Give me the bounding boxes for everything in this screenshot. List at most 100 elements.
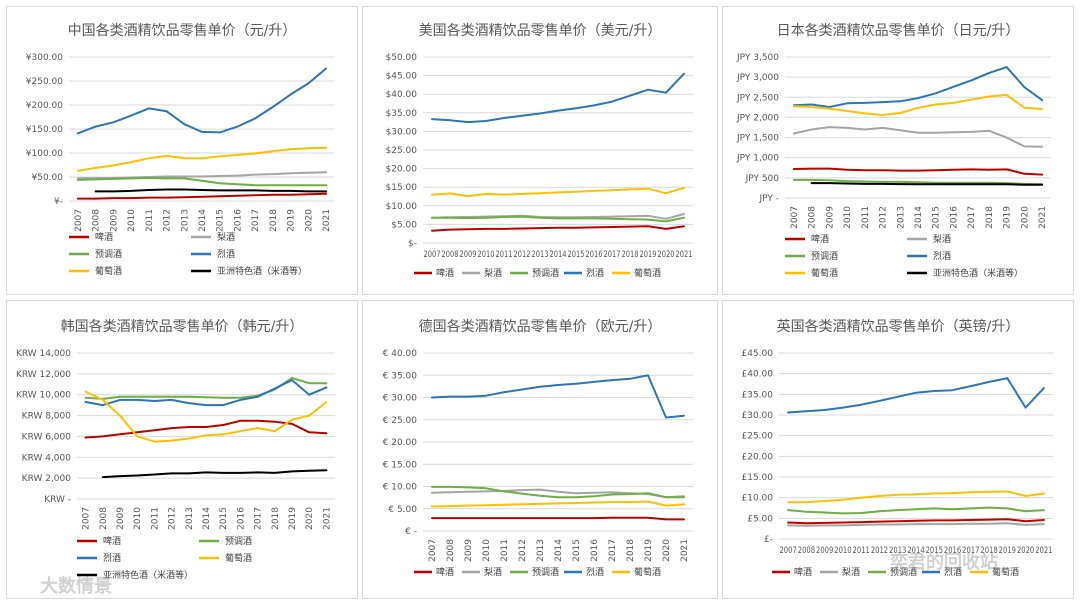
- data-point: [1043, 509, 1045, 511]
- data-point: [539, 112, 541, 114]
- x-tick-label: 2015: [926, 546, 943, 556]
- data-point: [485, 490, 487, 492]
- y-tick-label: £25.00: [742, 432, 774, 442]
- x-tick-label: 2015: [932, 206, 942, 229]
- data-point: [467, 486, 469, 488]
- data-point: [539, 217, 541, 219]
- data-point: [881, 183, 883, 185]
- data-point: [239, 399, 241, 401]
- x-tick-label: 2014: [914, 206, 924, 229]
- x-tick-label: 2018: [626, 539, 636, 562]
- data-point: [274, 472, 276, 474]
- data-point: [787, 501, 789, 503]
- series-line: [810, 182, 1044, 186]
- data-point: [431, 193, 433, 195]
- series-line: [431, 374, 685, 419]
- data-point: [325, 184, 327, 186]
- data-point: [521, 503, 523, 505]
- legend-label: 预调酒: [532, 567, 559, 578]
- data-point: [897, 396, 899, 398]
- data-point: [431, 230, 433, 232]
- data-point: [308, 414, 310, 416]
- y-tick-label: KRW -: [44, 495, 71, 505]
- data-point: [222, 433, 224, 435]
- data-point: [290, 148, 292, 150]
- data-point: [84, 397, 86, 399]
- data-point: [665, 228, 667, 230]
- y-tick-label: JPY 1,000: [736, 154, 779, 164]
- legend-label: 梨酒: [933, 233, 951, 245]
- data-point: [449, 486, 451, 488]
- data-point: [77, 179, 79, 181]
- data-point: [503, 216, 505, 218]
- data-point: [291, 470, 293, 472]
- y-tick-label: £15.00: [742, 473, 774, 483]
- data-point: [521, 115, 523, 117]
- y-tick-label: £-: [764, 535, 773, 545]
- data-point: [683, 415, 685, 417]
- x-tick-label: 2020: [1020, 206, 1030, 229]
- data-point: [170, 439, 172, 441]
- x-tick-label: 2008: [808, 206, 818, 229]
- x-tick-label: 2016: [944, 546, 962, 556]
- data-point: [593, 226, 595, 228]
- data-point: [1041, 99, 1043, 101]
- data-point: [915, 508, 917, 510]
- data-point: [183, 123, 185, 125]
- data-point: [665, 92, 667, 94]
- data-point: [805, 501, 807, 503]
- data-point: [449, 517, 451, 519]
- data-point: [290, 190, 292, 192]
- data-point: [897, 494, 899, 496]
- data-point: [521, 489, 523, 491]
- data-point: [254, 152, 256, 154]
- data-point: [274, 430, 276, 432]
- data-point: [188, 396, 190, 398]
- data-point: [272, 190, 274, 192]
- y-tick-label: $35.00: [386, 109, 418, 119]
- data-point: [449, 228, 451, 230]
- y-tick-label: € 10.00: [383, 483, 418, 493]
- data-point: [575, 517, 577, 519]
- data-point: [239, 430, 241, 432]
- data-point: [539, 488, 541, 490]
- legend-label: 亚洲特色酒（米酒等）: [933, 267, 1023, 279]
- data-point: [201, 180, 203, 182]
- x-tick-label: 2010: [834, 546, 852, 556]
- series-line: [787, 377, 1045, 414]
- data-point: [77, 170, 79, 172]
- data-point: [988, 491, 990, 493]
- data-point: [539, 192, 541, 194]
- data-point: [94, 125, 96, 127]
- data-point: [84, 390, 86, 392]
- data-point: [881, 114, 883, 116]
- data-point: [183, 188, 185, 190]
- data-point: [183, 196, 185, 198]
- y-tick-label: € 25.00: [383, 416, 418, 426]
- x-tick-label: 2021: [680, 539, 690, 562]
- x-tick-label: 2009: [116, 507, 126, 530]
- data-point: [148, 107, 150, 109]
- data-point: [828, 126, 830, 128]
- y-tick-label: ¥150.00: [26, 125, 63, 135]
- y-tick-label: JPY -: [759, 194, 780, 204]
- data-point: [325, 193, 327, 195]
- data-point: [431, 492, 433, 494]
- data-point: [1023, 184, 1025, 186]
- x-tick-label: 2007: [74, 209, 84, 232]
- x-tick-label: 2020: [305, 507, 315, 530]
- data-point: [665, 220, 667, 222]
- data-point: [201, 157, 203, 159]
- data-point: [112, 197, 114, 199]
- data-point: [449, 491, 451, 493]
- data-point: [897, 523, 899, 525]
- legend-label: 预调酒: [532, 268, 559, 279]
- data-point: [810, 106, 812, 108]
- data-point: [485, 395, 487, 397]
- x-tick-label: 2017: [254, 507, 264, 530]
- data-point: [431, 118, 433, 120]
- data-point: [629, 188, 631, 190]
- data-point: [665, 416, 667, 418]
- data-point: [647, 225, 649, 227]
- y-tick-label: ¥100.00: [26, 149, 63, 159]
